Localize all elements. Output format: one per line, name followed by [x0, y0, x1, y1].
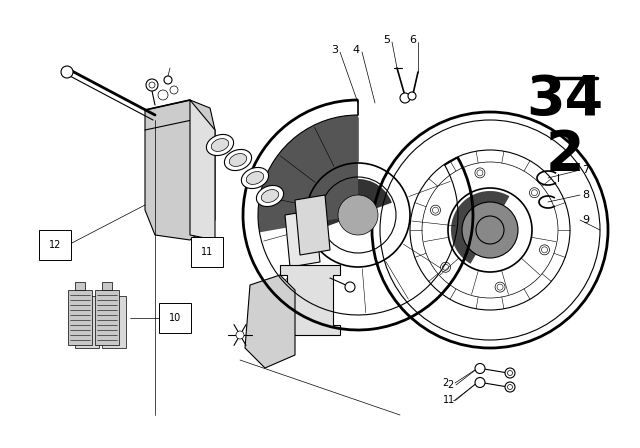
Text: 2: 2 [443, 378, 452, 388]
Text: 34: 34 [527, 73, 604, 127]
Circle shape [540, 245, 550, 255]
Ellipse shape [225, 150, 252, 171]
Text: 6: 6 [409, 35, 416, 45]
Circle shape [236, 331, 244, 339]
Circle shape [345, 282, 355, 292]
Polygon shape [258, 115, 358, 233]
Text: 10: 10 [169, 313, 181, 323]
Circle shape [170, 86, 178, 94]
Circle shape [158, 90, 168, 100]
Text: 2: 2 [546, 128, 584, 182]
Circle shape [61, 66, 73, 78]
Ellipse shape [211, 138, 228, 151]
Text: 8: 8 [582, 190, 589, 200]
Wedge shape [451, 191, 509, 264]
Circle shape [475, 168, 485, 178]
Polygon shape [285, 210, 320, 267]
Text: 7: 7 [582, 165, 589, 175]
Circle shape [431, 205, 440, 215]
Text: 5: 5 [383, 35, 390, 45]
Circle shape [475, 363, 485, 374]
Polygon shape [245, 275, 295, 368]
Polygon shape [68, 290, 92, 345]
Ellipse shape [241, 168, 269, 189]
Circle shape [505, 368, 515, 378]
Ellipse shape [257, 185, 284, 207]
Ellipse shape [207, 134, 234, 155]
Polygon shape [295, 195, 330, 255]
Circle shape [146, 79, 158, 91]
Text: 1: 1 [448, 395, 454, 405]
Text: 12: 12 [49, 240, 61, 250]
Ellipse shape [246, 172, 264, 185]
Polygon shape [102, 282, 112, 290]
Text: 4: 4 [353, 45, 360, 55]
Text: 9: 9 [582, 215, 589, 225]
Circle shape [440, 262, 451, 272]
Circle shape [529, 188, 540, 198]
Text: 2: 2 [448, 380, 454, 390]
Circle shape [495, 282, 505, 292]
Polygon shape [280, 265, 340, 335]
Text: 11: 11 [201, 247, 213, 257]
Polygon shape [75, 296, 99, 348]
Ellipse shape [261, 190, 278, 202]
Circle shape [505, 382, 515, 392]
Polygon shape [145, 100, 215, 240]
Polygon shape [190, 100, 215, 240]
Text: 1: 1 [443, 395, 452, 405]
Circle shape [475, 378, 485, 388]
Polygon shape [95, 290, 119, 345]
Circle shape [400, 93, 410, 103]
Circle shape [338, 195, 378, 235]
Ellipse shape [229, 154, 246, 166]
Polygon shape [75, 282, 85, 290]
Polygon shape [102, 296, 126, 348]
Circle shape [164, 76, 172, 84]
Wedge shape [322, 179, 392, 227]
Wedge shape [462, 202, 518, 258]
Circle shape [408, 92, 416, 100]
Text: 3: 3 [331, 45, 338, 55]
